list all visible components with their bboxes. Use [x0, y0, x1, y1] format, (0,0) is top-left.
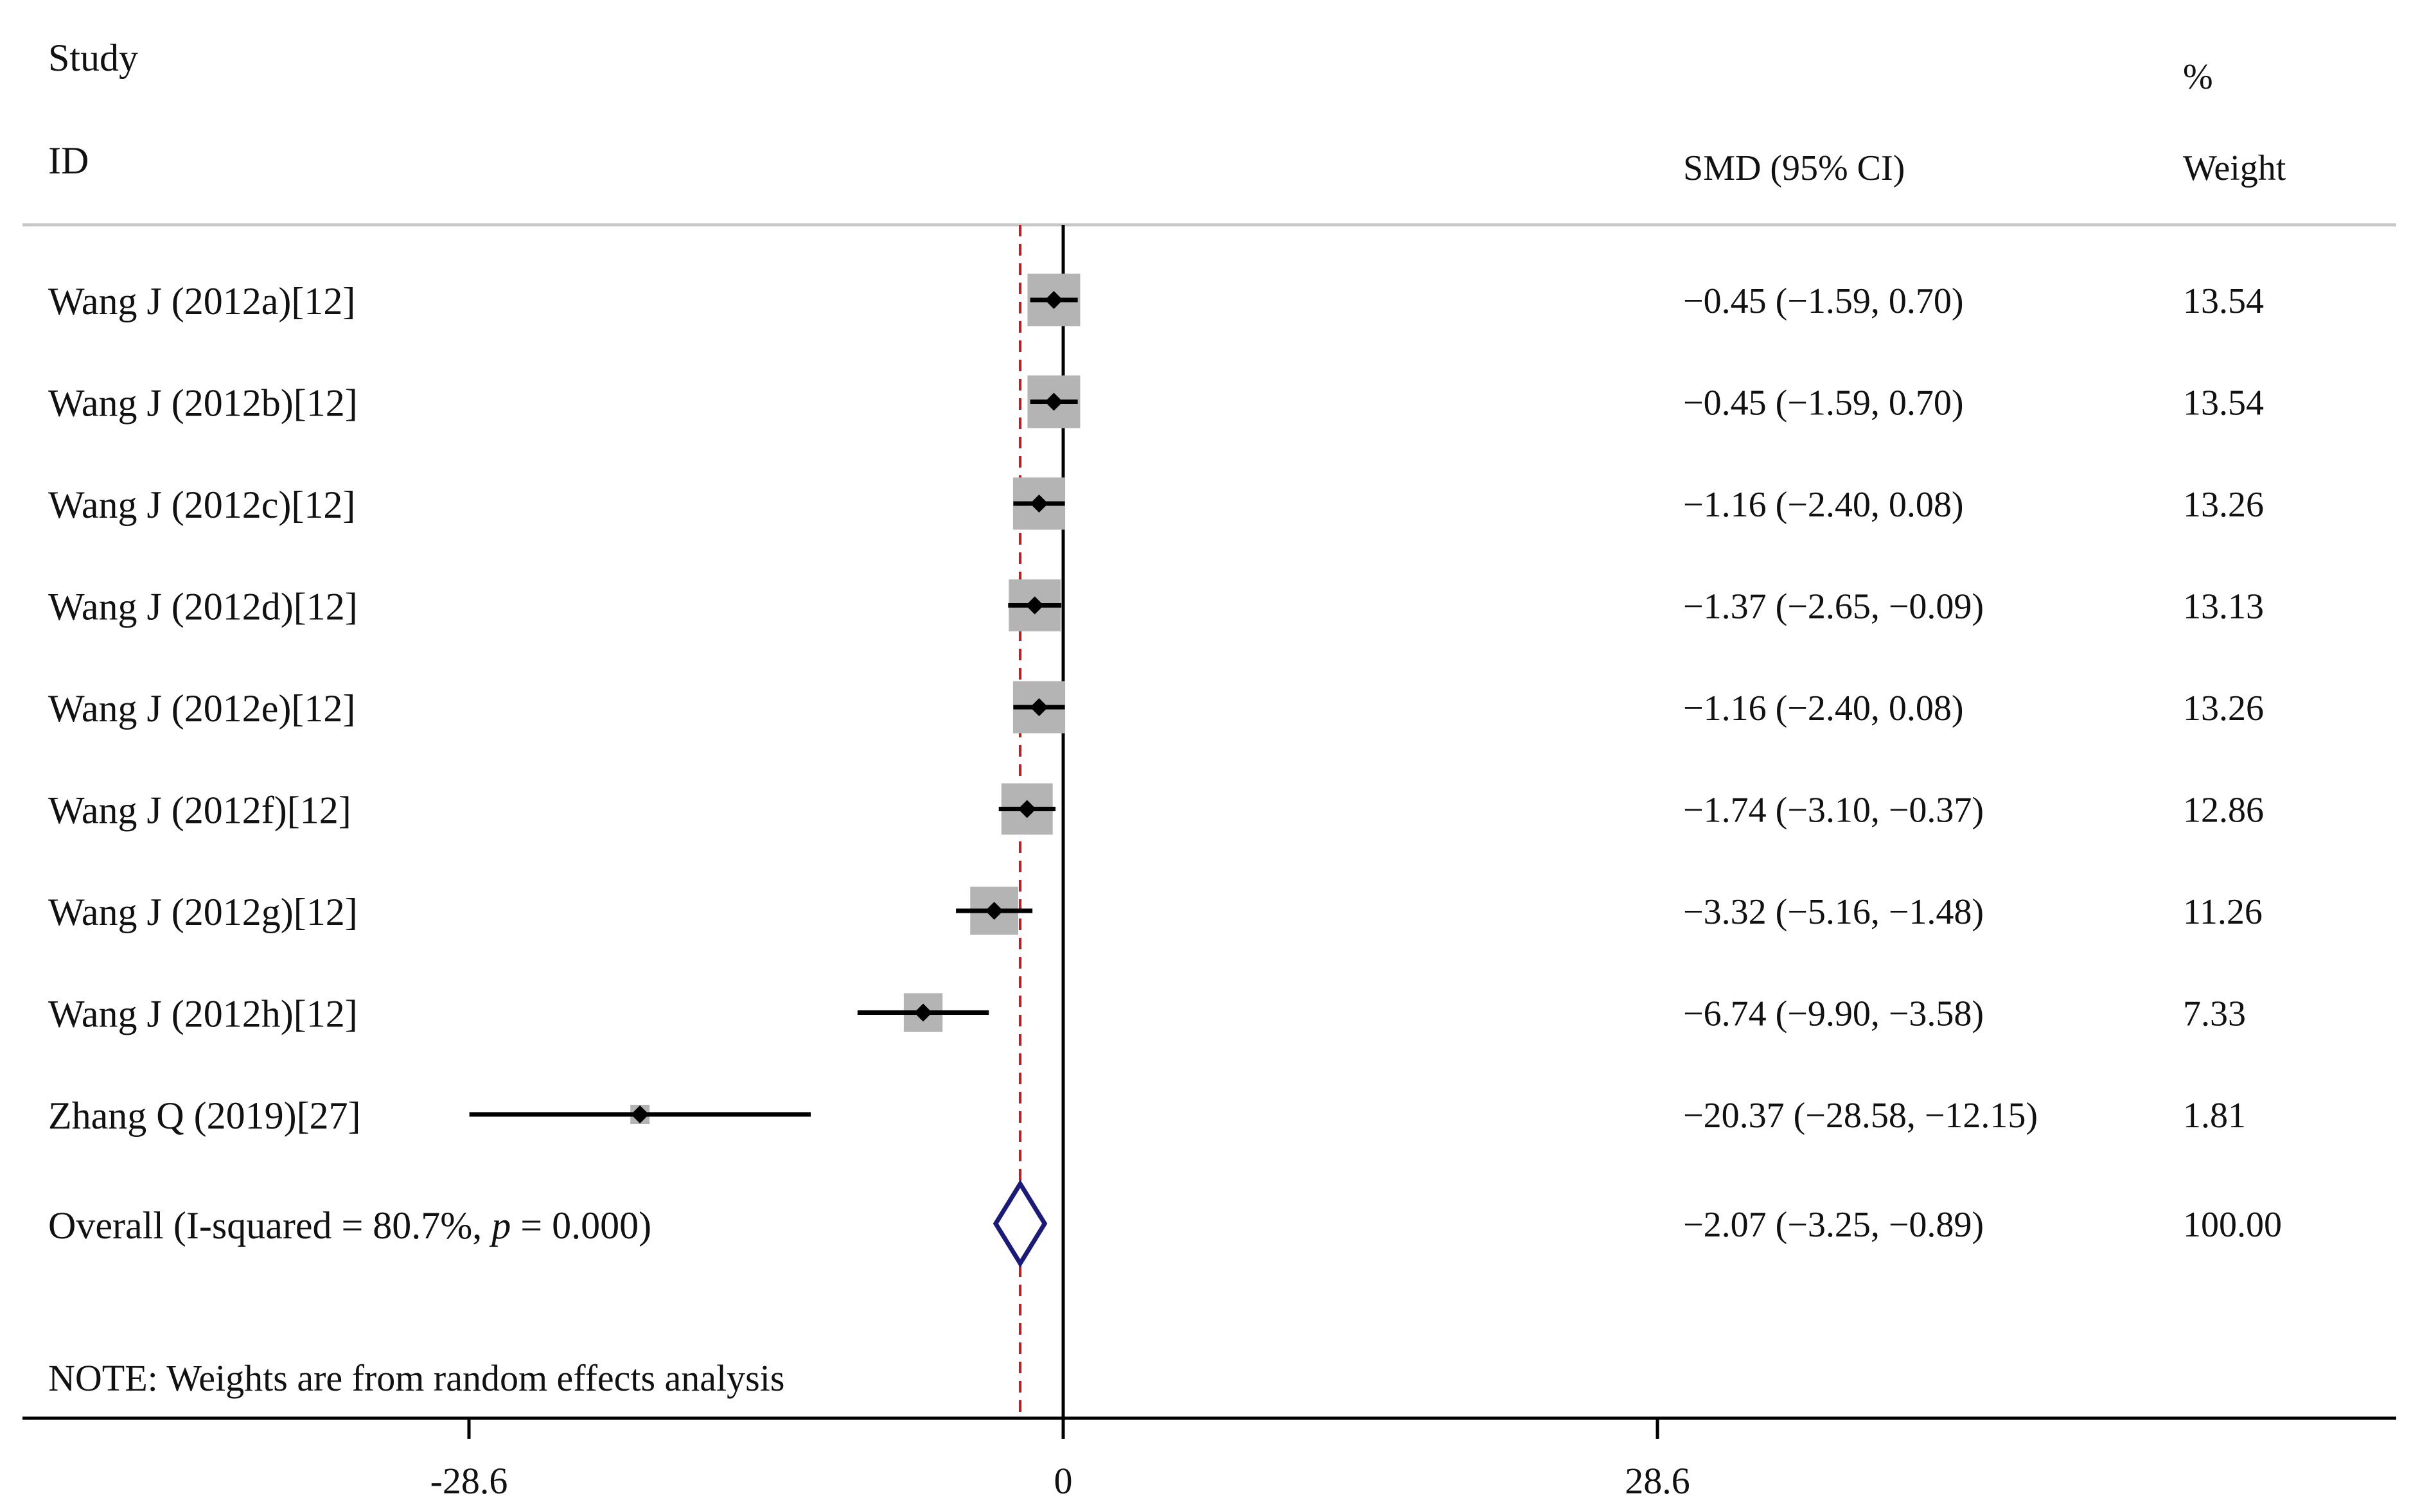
- study-row: Wang J (2012a)[12] −0.45 (−1.59, 0.70) 13.…: [48, 274, 2264, 326]
- weight-text: 13.54: [2183, 281, 2264, 321]
- study-label: Wang J (2012f)[12]: [48, 789, 351, 832]
- study-row: Wang J (2012b)[12] −0.45 (−1.59, 0.70) 13.…: [48, 375, 2264, 428]
- point-estimate: [985, 902, 1003, 920]
- study-rows: Wang J (2012a)[12] −0.45 (−1.59, 0.70) 13.…: [48, 274, 2264, 1137]
- overall-ci-text: −2.07 (−3.25, −0.89): [1683, 1205, 1984, 1245]
- study-row: Wang J (2012c)[12] −1.16 (−2.40, 0.08) 13.…: [48, 477, 2264, 530]
- study-row: Wang J (2012h)[12] −6.74 (−9.90, −3.58) 7.…: [48, 993, 2246, 1035]
- weight-text: 13.54: [2183, 383, 2264, 423]
- overall-diamond: [993, 1179, 1048, 1268]
- weight-text: 13.26: [2183, 485, 2264, 525]
- weight-text: 11.26: [2183, 892, 2263, 932]
- study-row: Wang J (2012e)[12] −1.16 (−2.40, 0.08) 13.…: [48, 681, 2264, 734]
- point-estimate: [1025, 596, 1044, 615]
- weight-text: 12.86: [2183, 791, 2264, 831]
- x-tick-label: -28.6: [430, 1460, 508, 1502]
- ci-text: −1.16 (−2.40, 0.08): [1683, 485, 1963, 525]
- weight-text: 1.81: [2183, 1096, 2246, 1136]
- study-label: Wang J (2012d)[12]: [48, 586, 358, 628]
- study-row: Wang J (2012f)[12] −1.74 (−3.10, −0.37) 12…: [48, 783, 2264, 835]
- overall-row: Overall (I-squared = 80.7%, p = 0.000) −…: [48, 1179, 2282, 1268]
- overall-weight-text: 100.00: [2183, 1205, 2282, 1245]
- ci-text: −1.74 (−3.10, −0.37): [1683, 791, 1984, 831]
- header-effect-label: SMD (95% CI): [1683, 148, 1905, 188]
- study-label: Wang J (2012b)[12]: [48, 382, 358, 425]
- ci-text: −20.37 (−28.58, −12.15): [1683, 1096, 2038, 1136]
- overall-label-p: p: [489, 1204, 511, 1247]
- study-label: Wang J (2012g)[12]: [48, 891, 358, 933]
- x-tick-label: 28.6: [1625, 1460, 1690, 1502]
- point-estimate: [1045, 392, 1063, 411]
- header-study-label: Study: [48, 37, 138, 79]
- header-weight-label: Weight: [2183, 148, 2286, 188]
- point-estimate: [1030, 698, 1048, 716]
- point-estimate: [914, 1003, 933, 1022]
- weight-text: 13.26: [2183, 689, 2264, 728]
- study-label: Wang J (2012h)[12]: [48, 993, 358, 1035]
- study-row: Zhang Q (2019)[27] −20.37 (−28.58, −12.15…: [48, 1094, 2246, 1137]
- ci-text: −0.45 (−1.59, 0.70): [1683, 383, 1963, 423]
- study-row: Wang J (2012g)[12] −3.32 (−5.16, −1.48) 11…: [48, 886, 2263, 935]
- point-estimate: [631, 1105, 649, 1123]
- study-label: Wang J (2012c)[12]: [48, 484, 355, 526]
- study-label: Wang J (2012e)[12]: [48, 687, 355, 730]
- x-tick-label: 0: [1054, 1460, 1073, 1502]
- point-estimate: [1045, 291, 1063, 309]
- overall-label-prefix: Overall (I-squared = 80.7%,: [48, 1204, 491, 1247]
- overall-label-suffix: = 0.000): [511, 1204, 651, 1247]
- ci-text: −1.16 (−2.40, 0.08): [1683, 689, 1963, 728]
- header: Study ID SMD (95% CI) % Weight: [22, 37, 2396, 227]
- point-estimate: [1030, 495, 1048, 513]
- header-id-label: ID: [48, 139, 89, 182]
- weight-text: 13.13: [2183, 587, 2264, 627]
- ci-text: −0.45 (−1.59, 0.70): [1683, 281, 1963, 321]
- overall-label: Overall (I-squared = 80.7%, p = 0.000): [48, 1204, 651, 1247]
- study-label: Wang J (2012a)[12]: [48, 280, 355, 322]
- weight-text: 7.33: [2183, 994, 2246, 1034]
- point-estimate: [1018, 800, 1036, 818]
- ci-text: −3.32 (−5.16, −1.48): [1683, 892, 1984, 932]
- x-axis: -28.6 0 28.6: [22, 1416, 2396, 1502]
- ci-text: −6.74 (−9.90, −3.58): [1683, 994, 1984, 1034]
- header-weight-pct-label: %: [2183, 57, 2213, 97]
- study-row: Wang J (2012d)[12] −1.37 (−2.65, −0.09) 13…: [48, 579, 2264, 631]
- weights-note: NOTE: Weights are from random effects an…: [48, 1357, 784, 1399]
- ci-text: −1.37 (−2.65, −0.09): [1683, 587, 1984, 627]
- study-label: Zhang Q (2019)[27]: [48, 1094, 361, 1137]
